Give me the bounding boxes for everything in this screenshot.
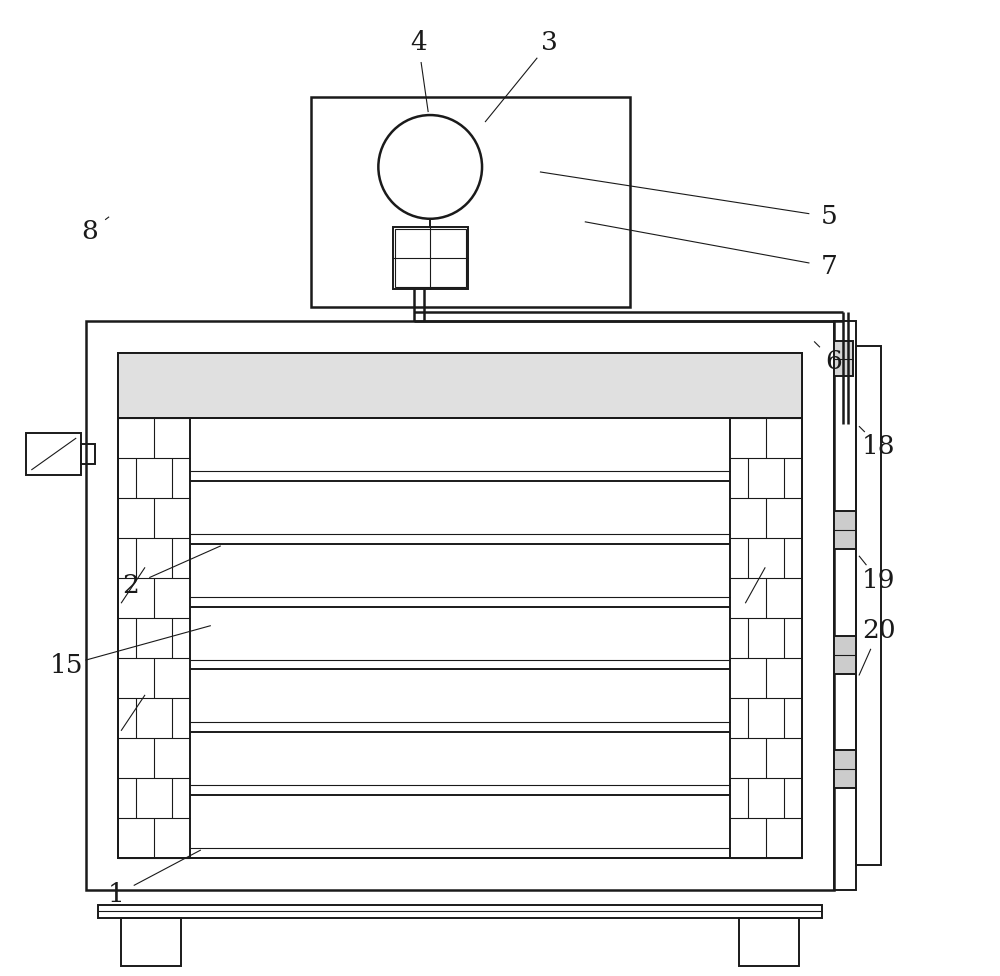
Bar [98, 905, 822, 917]
Bar [81, 443, 95, 465]
Text: 20: 20 [862, 618, 896, 643]
Bar [834, 321, 856, 890]
Bar [121, 917, 181, 965]
Bar [118, 418, 190, 858]
Bar [26, 433, 81, 475]
Bar [834, 636, 856, 673]
Text: 7: 7 [821, 254, 837, 279]
Text: 19: 19 [862, 568, 896, 593]
Bar [834, 342, 853, 377]
Bar [86, 321, 834, 890]
Bar [834, 750, 856, 788]
Bar [730, 418, 802, 858]
Text: 6: 6 [826, 348, 842, 374]
Text: 4: 4 [410, 30, 427, 55]
Text: 5: 5 [821, 204, 837, 229]
Bar [856, 346, 881, 865]
Text: 15: 15 [49, 653, 83, 678]
Bar [311, 98, 630, 306]
Bar [834, 510, 856, 549]
Text: 18: 18 [862, 433, 896, 459]
Bar [118, 353, 802, 418]
Bar [118, 353, 802, 858]
Text: 3: 3 [541, 30, 558, 55]
Circle shape [378, 115, 482, 219]
Bar [739, 917, 799, 965]
Bar [393, 226, 468, 289]
Text: 8: 8 [81, 220, 98, 244]
Text: 2: 2 [123, 573, 139, 598]
Text: 1: 1 [108, 882, 124, 908]
Bar [395, 228, 466, 287]
